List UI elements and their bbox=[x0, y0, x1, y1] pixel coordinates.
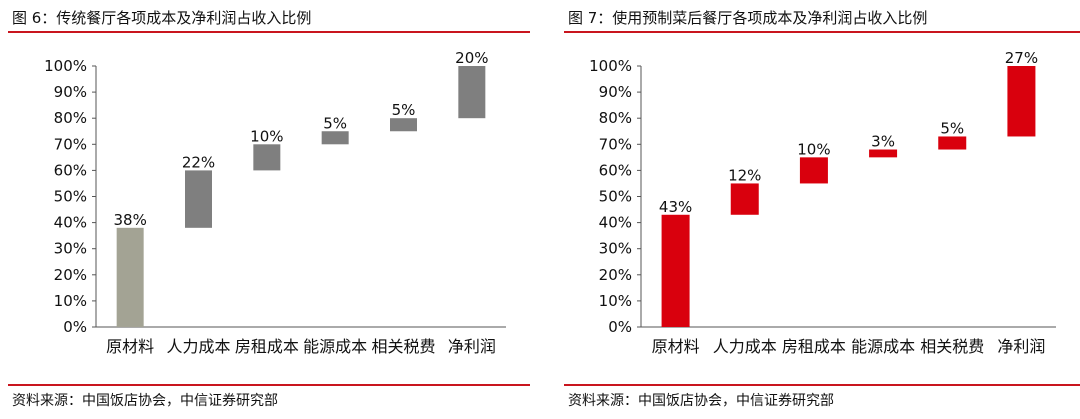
bar bbox=[869, 149, 898, 158]
bar bbox=[730, 183, 759, 215]
chart-panel-right: 图 7：使用预制菜后餐厅各项成本及净利润占收入比例 0% 10% 20% 30% 40%… bbox=[556, 0, 1080, 419]
y-tick-label: 70% bbox=[599, 135, 632, 153]
y-tick-label: 90% bbox=[599, 83, 632, 101]
y-tick-label: 40% bbox=[599, 214, 632, 232]
y-tick-label: 0% bbox=[63, 318, 87, 336]
y-tick-label: 30% bbox=[54, 240, 87, 258]
bar-value-label: 38% bbox=[113, 211, 146, 229]
y-tick-label: 60% bbox=[54, 161, 87, 179]
y-tick-label: 80% bbox=[599, 109, 632, 127]
bar-value-label: 5% bbox=[323, 114, 347, 132]
bar-value-label: 43% bbox=[659, 198, 692, 216]
y-tick-label: 90% bbox=[54, 83, 87, 101]
source-rule bbox=[8, 384, 530, 386]
x-category-label: 净利润 bbox=[448, 337, 496, 356]
x-category-label: 房租成本 bbox=[782, 337, 846, 356]
x-category-label: 净利润 bbox=[997, 337, 1045, 356]
waterfall-chart-left: 0% 10% 20% 30% 40% 50% 60% 70% 80% 90% 100% 38% 原材料 2… bbox=[44, 49, 506, 356]
title-rule bbox=[564, 31, 1080, 33]
x-category-label: 能源成本 bbox=[851, 337, 915, 356]
figure-title: 图 6：传统餐厅各项成本及净利润占收入比例 bbox=[12, 9, 312, 27]
waterfall-chart-right: 0% 10% 20% 30% 40% 50% 60% 70% 80% 90% 100% 43% 原材料 1… bbox=[589, 49, 1056, 356]
bar bbox=[321, 131, 349, 145]
source-note: 资料来源：中国饭店协会，中信证券研究部 bbox=[568, 393, 834, 409]
y-tick-label: 10% bbox=[599, 292, 632, 310]
x-category-label: 人力成本 bbox=[713, 337, 777, 356]
bar bbox=[938, 136, 967, 150]
x-category-label: 原材料 bbox=[652, 337, 700, 356]
bar bbox=[116, 227, 144, 327]
y-tick-label: 100% bbox=[44, 57, 87, 75]
y-tick-label: 70% bbox=[54, 135, 87, 153]
y-tick-label: 30% bbox=[599, 240, 632, 258]
x-category-label: 人力成本 bbox=[166, 337, 230, 356]
y-tick-label: 40% bbox=[54, 214, 87, 232]
y-tick-label: 80% bbox=[54, 109, 87, 127]
source-rule bbox=[564, 384, 1080, 386]
bar bbox=[1007, 66, 1036, 137]
source-note: 资料来源：中国饭店协会，中信证券研究部 bbox=[12, 393, 278, 409]
y-tick-label: 20% bbox=[54, 266, 87, 284]
bar bbox=[390, 118, 417, 132]
title-rule bbox=[8, 31, 530, 33]
bar bbox=[185, 170, 212, 228]
bar bbox=[661, 214, 690, 327]
bar-value-label: 12% bbox=[728, 166, 761, 184]
bar-value-label: 10% bbox=[250, 127, 283, 145]
bar-value-label: 27% bbox=[1005, 49, 1038, 67]
y-tick-label: 50% bbox=[54, 188, 87, 206]
bar-value-label: 5% bbox=[940, 119, 964, 137]
y-tick-label: 10% bbox=[54, 292, 87, 310]
x-category-label: 相关税费 bbox=[920, 337, 984, 356]
figure-title: 图 7：使用预制菜后餐厅各项成本及净利润占收入比例 bbox=[568, 9, 928, 27]
bar-value-label: 5% bbox=[392, 101, 416, 119]
bar-value-label: 3% bbox=[871, 133, 895, 151]
y-tick-label: 100% bbox=[589, 57, 632, 75]
bar-value-label: 10% bbox=[797, 140, 830, 158]
bar-value-label: 20% bbox=[455, 49, 488, 67]
bar bbox=[458, 66, 486, 119]
x-category-label: 能源成本 bbox=[303, 337, 367, 356]
chart-panel-left: 图 6：传统餐厅各项成本及净利润占收入比例 0% 10% 20% 30% 40% 50% 6… bbox=[0, 0, 530, 419]
y-tick-label: 0% bbox=[608, 318, 632, 336]
y-tick-label: 50% bbox=[599, 188, 632, 206]
bar bbox=[253, 144, 281, 171]
y-tick-label: 20% bbox=[599, 266, 632, 284]
x-category-label: 房租成本 bbox=[235, 337, 299, 356]
y-tick-label: 60% bbox=[599, 161, 632, 179]
bar-value-label: 22% bbox=[182, 153, 215, 171]
x-category-label: 相关税费 bbox=[371, 337, 435, 356]
bar bbox=[799, 157, 828, 184]
x-category-label: 原材料 bbox=[106, 337, 154, 356]
